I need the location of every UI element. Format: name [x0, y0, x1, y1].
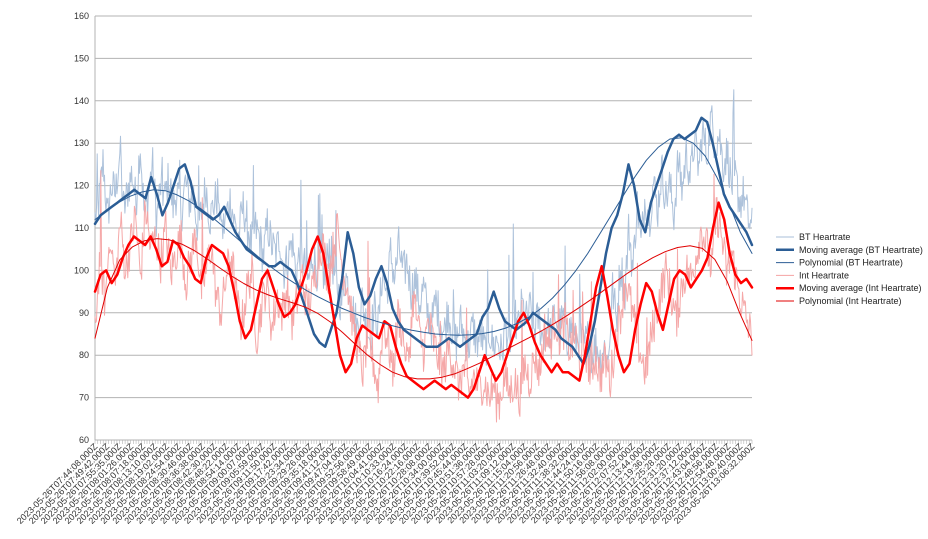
y-tick-label: 140 [74, 96, 89, 106]
y-tick-label: 110 [75, 223, 89, 233]
y-tick-label: 70 [79, 393, 89, 403]
plot-area [93, 89, 754, 423]
series-line-bt-heartrate [94, 89, 753, 378]
y-tick-label: 160 [74, 11, 89, 21]
legend-label: Moving average (Int Heartrate) [799, 283, 922, 293]
legend-label: BT Heartrate [799, 232, 850, 242]
series-line-moving-average-int-heartrate [93, 201, 754, 399]
y-axis-ticks: 60 70 80 90 100 110 120 130 140 150 160 [74, 11, 89, 445]
y-tick-label: 130 [74, 138, 89, 148]
gridlines [94, 15, 752, 441]
x-axis-ticks: 2023-05-26T07:44:08.000Z2023-05-26T07:49… [15, 440, 757, 526]
series-line-polynomial-bt-heartrate [94, 137, 753, 336]
y-tick-label: 80 [79, 350, 89, 360]
y-tick-label: 90 [79, 308, 89, 318]
legend-label: Moving average (BT Heartrate) [799, 245, 923, 255]
legend-label: Polynomial (Int Heartrate) [799, 296, 902, 306]
y-tick-label: 100 [74, 265, 89, 275]
legend: BT Heartrate Moving average (BT Heartrate… [776, 232, 923, 306]
series-line-int-heartrate [94, 170, 753, 423]
legend-label: Polynomial (BT Heartrate) [799, 258, 903, 268]
y-tick-label: 60 [79, 435, 89, 445]
series-line-polynomial-int-heartrate [94, 238, 753, 380]
series-line-moving-average-bt-heartrate [93, 116, 754, 365]
y-tick-label: 120 [74, 181, 89, 191]
legend-label: Int Heartrate [799, 270, 849, 280]
y-tick-label: 150 [74, 53, 89, 63]
